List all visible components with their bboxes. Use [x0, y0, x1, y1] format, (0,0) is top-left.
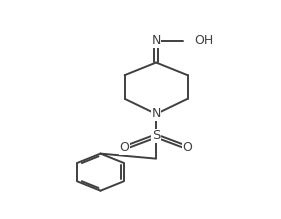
Text: N: N — [151, 108, 161, 120]
Text: O: O — [120, 141, 130, 154]
Text: OH: OH — [194, 34, 214, 47]
Text: N: N — [151, 34, 161, 47]
Text: O: O — [183, 141, 192, 154]
Text: S: S — [152, 129, 160, 142]
